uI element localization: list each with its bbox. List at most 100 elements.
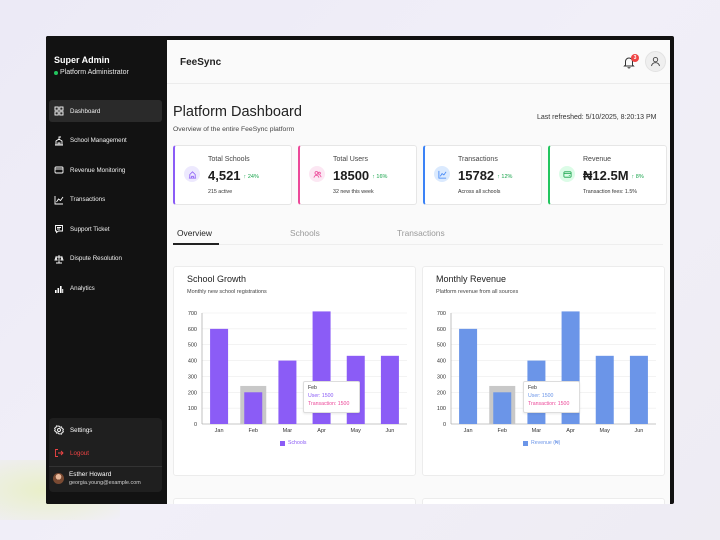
bar bbox=[210, 328, 229, 424]
chart-title: School Growth bbox=[187, 274, 247, 284]
active-tab-indicator bbox=[173, 243, 219, 245]
tooltip-title: Feb bbox=[528, 385, 537, 391]
sidebar-item-dispute-resolution[interactable]: Dispute Resolution bbox=[49, 248, 162, 270]
legend-label: Revenue (₦) bbox=[531, 440, 561, 446]
tab-overview[interactable]: Overview bbox=[177, 228, 212, 238]
school-icon bbox=[184, 166, 200, 182]
bar bbox=[244, 392, 263, 424]
page-title: Platform Dashboard bbox=[173, 104, 302, 120]
stat-cards: Total Schools 4,521 ↑ 24% 215 active Tota… bbox=[173, 145, 667, 205]
user-menu-button[interactable] bbox=[645, 51, 666, 72]
chart-tooltip: Feb User: 1500 Transaction: 1500 bbox=[303, 381, 360, 413]
stat-note: 215 active bbox=[208, 189, 233, 195]
trend-icon bbox=[434, 166, 450, 182]
stat-change: ↑ 24% bbox=[243, 173, 259, 180]
sidebar-footer: Settings Logout Esther Howard georgia.yo… bbox=[49, 418, 162, 492]
stat-value: 18500 ↑ 16% bbox=[333, 168, 387, 183]
x-tick-label: Jun bbox=[634, 428, 643, 434]
y-tick-label: 700 bbox=[188, 311, 197, 317]
users-icon bbox=[309, 166, 325, 182]
stat-value-text: 18500 bbox=[333, 168, 370, 183]
x-tick-label: Apr bbox=[317, 428, 326, 434]
sidebar: Super Admin Platform Administrator Dashb… bbox=[46, 36, 167, 504]
stat-card-total-users[interactable]: Total Users 18500 ↑ 16% 32 new this week bbox=[298, 145, 417, 205]
sidebar-item-dashboard[interactable]: Dashboard bbox=[49, 100, 162, 122]
main-content: FeeSync 3 Platform Dashboard Overview of… bbox=[167, 40, 670, 504]
user-icon bbox=[651, 56, 660, 67]
tooltip-line-users: User: 1500 bbox=[308, 393, 334, 399]
stat-card-transactions[interactable]: Transactions 15782 ↑ 12% Across all schoo… bbox=[423, 145, 542, 205]
bar bbox=[278, 360, 297, 424]
legend-label: Schools bbox=[288, 440, 307, 446]
x-tick-label: Mar bbox=[283, 428, 293, 434]
sidebar-nav: Dashboard School Management Revenue Moni… bbox=[49, 100, 162, 307]
tab-schools[interactable]: Schools bbox=[290, 228, 320, 238]
stat-card-total-schools[interactable]: Total Schools 4,521 ↑ 24% 215 active bbox=[173, 145, 292, 205]
x-tick-label: Apr bbox=[566, 428, 575, 434]
bell-icon[interactable] bbox=[622, 55, 636, 69]
sidebar-item-support-ticket[interactable]: Support Ticket bbox=[49, 218, 162, 240]
chart-legend: Schools bbox=[280, 440, 306, 446]
stat-value-text: 4,521 bbox=[208, 168, 241, 183]
y-tick-label: 600 bbox=[188, 327, 197, 333]
sidebar-item-settings[interactable]: Settings bbox=[49, 420, 162, 440]
user-name: Super Admin bbox=[54, 55, 110, 65]
avatar bbox=[53, 473, 64, 484]
legend-swatch bbox=[280, 440, 285, 446]
stat-card-revenue[interactable]: Revenue ₦12.5M ↑ 8% Transaction fees: 1.5… bbox=[548, 145, 667, 205]
x-tick-label: Jun bbox=[385, 428, 394, 434]
top-bar: FeeSync 3 bbox=[167, 40, 670, 84]
stat-change: ↑ 8% bbox=[631, 173, 644, 180]
tab-divider bbox=[173, 244, 663, 245]
logout-button[interactable]: Logout bbox=[49, 443, 162, 463]
tab-transactions[interactable]: Transactions bbox=[397, 228, 445, 238]
legend-swatch bbox=[523, 440, 528, 446]
school-growth-panel: School Growth Monthly new school registr… bbox=[173, 266, 416, 476]
analytics-icon bbox=[55, 285, 64, 293]
y-tick-label: 200 bbox=[437, 390, 446, 396]
user-role-text: Platform Administrator bbox=[60, 69, 129, 76]
bar bbox=[380, 355, 399, 424]
app-window: Super Admin Platform Administrator Dashb… bbox=[46, 36, 674, 504]
monthly-revenue-chart: 0 100 200 300 400 500 600 700 Jan Feb Mar Apr May Jun bbox=[437, 311, 656, 434]
y-tick-label: 0 bbox=[194, 422, 197, 428]
sidebar-item-transactions[interactable]: Transactions bbox=[49, 189, 162, 211]
logout-icon bbox=[55, 449, 64, 457]
y-tick-label: 0 bbox=[443, 422, 446, 428]
stat-value: 4,521 ↑ 24% bbox=[208, 168, 259, 183]
sidebar-item-revenue-monitoring[interactable]: Revenue Monitoring bbox=[49, 159, 162, 181]
settings-label: Settings bbox=[70, 426, 93, 434]
chart-title: Monthly Revenue bbox=[436, 274, 507, 284]
stat-label: Transactions bbox=[458, 156, 498, 163]
lower-panel-left bbox=[173, 498, 416, 504]
y-tick-label: 100 bbox=[188, 406, 197, 412]
gear-icon bbox=[54, 425, 64, 435]
profile-name: Esther Howard bbox=[69, 471, 112, 478]
y-tick-label: 300 bbox=[188, 374, 197, 380]
x-tick-label: Feb bbox=[249, 428, 258, 434]
sidebar-item-label: School Management bbox=[70, 137, 127, 145]
user-profile[interactable]: Esther Howard georgia.young@example.com bbox=[49, 466, 162, 486]
monthly-revenue-panel: Monthly Revenue Platform revenue from al… bbox=[422, 266, 665, 476]
school-icon bbox=[55, 136, 63, 146]
lower-panel-right bbox=[422, 498, 665, 504]
x-tick-label: May bbox=[600, 428, 611, 434]
y-tick-label: 100 bbox=[437, 406, 446, 412]
sidebar-item-school-management[interactable]: School Management bbox=[49, 130, 162, 152]
stat-label: Revenue bbox=[583, 156, 612, 163]
stat-value-text: 15782 bbox=[458, 168, 495, 183]
sidebar-item-label: Revenue Monitoring bbox=[70, 166, 126, 174]
support-icon bbox=[55, 225, 63, 234]
x-tick-label: Jan bbox=[464, 428, 473, 434]
bar bbox=[493, 392, 512, 424]
x-tick-label: May bbox=[351, 428, 362, 434]
stat-note: 32 new this week bbox=[333, 189, 374, 195]
chart-tooltip: Feb User: 1500 Transaction: 1500 bbox=[523, 381, 580, 413]
sidebar-item-analytics[interactable]: Analytics bbox=[49, 278, 162, 300]
revenue-icon bbox=[54, 166, 64, 174]
sidebar-item-label: Transactions bbox=[70, 196, 106, 204]
y-tick-label: 300 bbox=[437, 374, 446, 380]
tooltip-line-transactions: Transaction: 1500 bbox=[528, 401, 570, 407]
x-tick-label: Mar bbox=[532, 428, 542, 434]
sidebar-item-label: Support Ticket bbox=[70, 225, 110, 233]
